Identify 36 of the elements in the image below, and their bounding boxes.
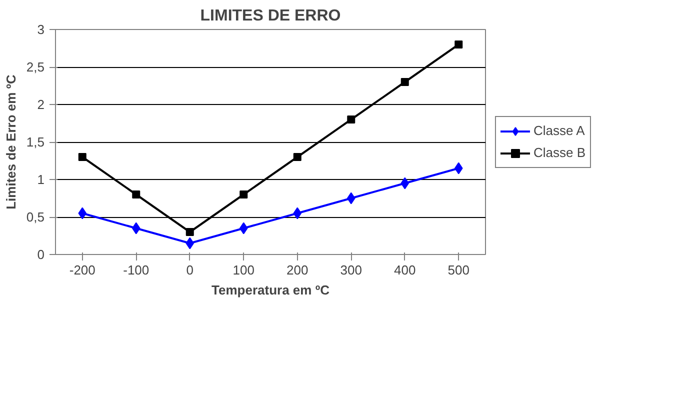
point bbox=[186, 228, 194, 236]
y-tick-label: 3 bbox=[37, 22, 45, 37]
x-axis-title: Temperatura em ºC bbox=[212, 282, 330, 298]
x-tick-label: -200 bbox=[69, 262, 96, 278]
y-tick-label: 1,5 bbox=[26, 134, 45, 150]
point bbox=[132, 222, 140, 234]
point bbox=[347, 116, 356, 124]
point bbox=[293, 153, 302, 161]
y-tick-label: 0 bbox=[37, 247, 45, 262]
point bbox=[78, 207, 87, 220]
point bbox=[240, 190, 248, 198]
point bbox=[400, 78, 409, 86]
legend-label: Classe A bbox=[533, 123, 585, 138]
x-tick-label: 400 bbox=[394, 262, 416, 278]
point bbox=[454, 40, 463, 48]
y-tick-label: 2 bbox=[37, 97, 45, 112]
x-tick-label: 0 bbox=[186, 262, 194, 278]
chart-title: LIMITES DE ERRO bbox=[200, 8, 341, 24]
x-tick-label: -100 bbox=[123, 262, 150, 278]
x-tick-label: 300 bbox=[340, 262, 362, 278]
point bbox=[186, 237, 194, 250]
y-axis-title: Limites de Erro em ºC bbox=[3, 74, 18, 210]
point bbox=[293, 207, 302, 220]
y-tick-label: 0,5 bbox=[26, 210, 45, 224]
point bbox=[346, 192, 356, 204]
point bbox=[239, 222, 248, 234]
y-tick-label: 2,5 bbox=[26, 60, 45, 74]
legend-label: Classe B bbox=[533, 145, 586, 160]
x-tick-label: 500 bbox=[448, 262, 470, 278]
point bbox=[132, 190, 140, 198]
point bbox=[78, 153, 86, 161]
x-tick-label: 200 bbox=[286, 262, 308, 278]
point bbox=[400, 177, 410, 190]
point bbox=[454, 162, 463, 174]
x-tick-label: 100 bbox=[232, 262, 254, 278]
y-tick-label: 1 bbox=[37, 172, 45, 187]
